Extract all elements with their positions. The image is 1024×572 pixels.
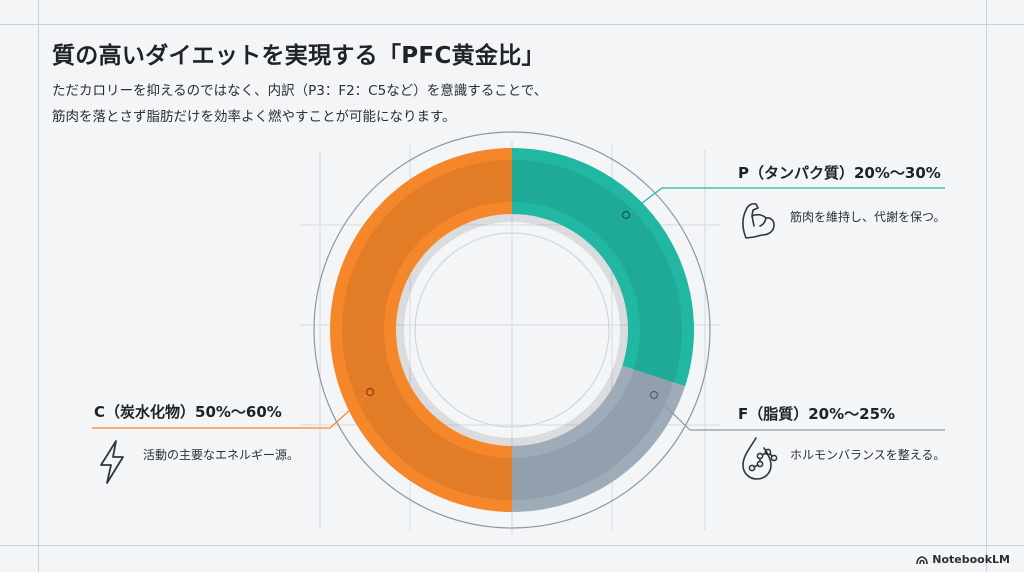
donut-slices	[330, 148, 695, 512]
label-carbohydrate: C（炭水化物）50%〜60%	[94, 403, 282, 421]
subtitle: ただカロリーを抑えるのではなく、内訳（P3：F2：C5など）を意識することで、 …	[52, 78, 547, 130]
callout-dot-p	[621, 210, 631, 220]
label-fat: F（脂質）20%〜25%	[738, 405, 896, 423]
brand-name: NotebookLM	[932, 553, 1010, 566]
subtitle-line-1: ただカロリーを抑えるのではなく、内訳（P3：F2：C5など）を意識することで、	[52, 83, 548, 99]
callout-line-f	[653, 394, 945, 431]
water-drop-molecule-icon	[742, 437, 778, 480]
page-title: 質の高いダイエットを実現する「PFC黄金比」	[52, 43, 545, 69]
frame-line-top	[0, 24, 1024, 25]
frame-line-left	[38, 0, 39, 572]
slice-protein	[512, 148, 695, 387]
muscle-arm-icon	[742, 202, 775, 239]
frame-line-right	[986, 0, 987, 572]
desc-protein: 筋肉を維持し、代謝を保つ。	[790, 210, 946, 224]
notebooklm-logo-icon	[916, 555, 929, 564]
notebooklm-brand: NotebookLM	[916, 553, 1010, 566]
desc-fat: ホルモンバランスを整える。	[790, 448, 946, 462]
slice-inner-shade	[342, 160, 682, 500]
subtitle-line-2: 筋肉を落とさず脂肪だけを効率よく燃やすことが可能になります。	[52, 109, 456, 125]
inner-guide-ring	[414, 232, 610, 428]
inner-shadow-ring	[396, 214, 628, 446]
desc-carbohydrate: 活動の主要なエネルギー源。	[143, 448, 300, 462]
callout-line-p	[625, 187, 945, 216]
callout-lines	[92, 187, 945, 431]
callout-line-c	[92, 391, 371, 429]
outer-guide-ring	[313, 131, 711, 529]
slice-carbohydrate	[330, 148, 512, 512]
slice-fat	[512, 365, 686, 512]
frame-line-bottom	[0, 545, 1024, 546]
label-protein: P（タンパク質）20%〜30%	[738, 164, 941, 182]
callout-dot-f	[649, 390, 659, 400]
callout-dot-c	[365, 387, 375, 397]
lightning-bolt-icon	[100, 440, 124, 484]
